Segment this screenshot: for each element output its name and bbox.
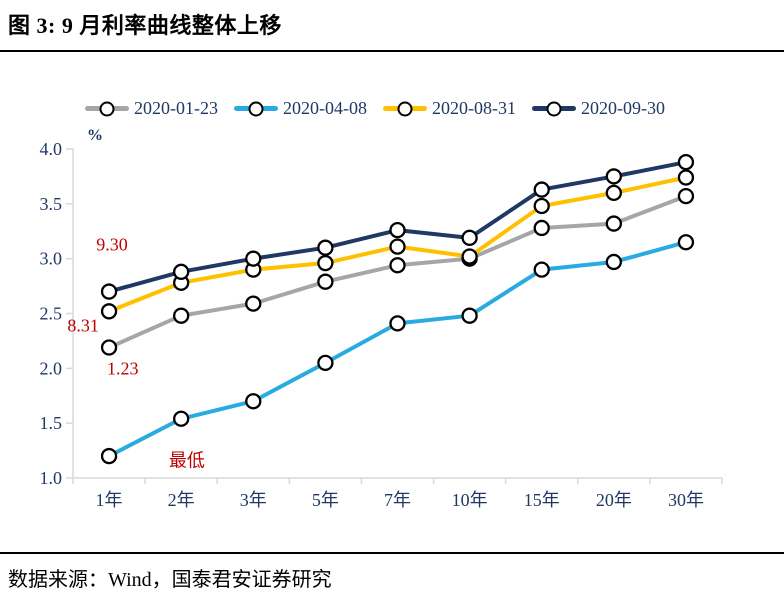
- circle-marker-icon: [546, 101, 562, 116]
- data-point-2020-04-08-2年: [173, 410, 190, 427]
- y-tick-label: 4.0: [40, 139, 63, 159]
- x-tick-label: 15年: [524, 490, 560, 510]
- annotation-label: 1.23: [107, 358, 139, 378]
- x-tick-label: 1年: [96, 490, 123, 510]
- data-point-2020-04-08-30年: [677, 234, 695, 251]
- data-point-2020-08-31-7年: [389, 238, 406, 255]
- annotation-label: 8.31: [67, 316, 99, 336]
- data-point-2020-04-08-1年: [100, 447, 118, 465]
- circle-marker-icon: [397, 101, 413, 116]
- data-point-2020-08-31-10年: [461, 248, 478, 265]
- legend-line-marker-icon: [383, 101, 427, 116]
- legend-label: 2020-04-08: [283, 98, 367, 118]
- annotation-label: 最低: [169, 450, 205, 470]
- y-axis-unit-label: %: [87, 127, 103, 144]
- legend-line-marker-icon: [85, 101, 129, 116]
- data-point-2020-01-23-3年: [245, 295, 262, 312]
- data-point-2020-08-31-20年: [605, 184, 622, 202]
- data-point-2020-08-31-15年: [533, 197, 550, 215]
- data-point-2020-09-30-15年: [533, 181, 550, 198]
- data-point-2020-08-31-5年: [317, 254, 334, 272]
- legend-item-2020-08-31: 2020-08-31: [383, 98, 516, 119]
- data-point-2020-01-23-15年: [533, 219, 550, 237]
- data-point-2020-04-08-7年: [389, 315, 406, 332]
- data-point-2020-04-08-10年: [461, 307, 478, 324]
- x-tick-label: 30年: [668, 490, 704, 510]
- data-point-2020-04-08-15年: [533, 261, 550, 278]
- data-point-2020-08-31-30年: [677, 169, 695, 186]
- x-tick-label: 7年: [384, 490, 411, 510]
- data-point-2020-01-23-5年: [317, 273, 334, 290]
- y-tick-label: 2.5: [40, 304, 63, 324]
- data-point-2020-01-23-1年: [100, 339, 118, 356]
- data-point-2020-09-30-3年: [245, 250, 262, 267]
- x-tick-label: 2年: [168, 490, 195, 510]
- legend-line-marker-icon: [532, 101, 576, 116]
- data-point-2020-09-30-30年: [677, 154, 695, 171]
- x-tick-label: 20年: [596, 490, 632, 510]
- data-point-2020-09-30-1年: [100, 283, 118, 300]
- data-point-2020-04-08-3年: [245, 393, 262, 410]
- data-point-2020-01-23-7年: [389, 257, 406, 274]
- legend-label: 2020-08-31: [432, 98, 516, 118]
- figure-title: 图 3: 9 月利率曲线整体上移: [8, 13, 282, 38]
- circle-marker-icon: [99, 101, 115, 116]
- x-tick-label: 5年: [312, 490, 339, 510]
- data-source: 数据来源：Wind，国泰君安证券研究: [8, 569, 332, 591]
- series-line-2020-04-08: [107, 240, 688, 459]
- y-tick-label: 1.5: [40, 413, 63, 433]
- data-point-2020-09-30-5年: [317, 239, 334, 256]
- y-tick-label: 3.5: [40, 194, 63, 214]
- chart-legend: 2020-01-23 2020-04-08 2020-08-31 2020-09…: [85, 98, 665, 119]
- data-point-2020-09-30-7年: [389, 222, 406, 239]
- data-point-2020-01-23-2年: [173, 307, 190, 324]
- circle-marker-icon: [248, 101, 264, 116]
- title-divider: [0, 50, 784, 52]
- footer-divider: [0, 552, 784, 554]
- y-tick-label: 1.0: [40, 468, 63, 488]
- annotation-label: 9.30: [96, 234, 128, 254]
- legend-item-2020-01-23: 2020-01-23: [85, 98, 218, 119]
- y-tick-label: 3.0: [40, 249, 63, 269]
- legend-label: 2020-09-30: [581, 98, 665, 118]
- data-point-2020-09-30-2年: [173, 263, 190, 280]
- data-point-2020-04-08-5年: [317, 354, 334, 372]
- legend-item-2020-09-30: 2020-09-30: [532, 98, 665, 119]
- data-point-2020-04-08-20年: [605, 253, 622, 271]
- y-tick-label: 2.0: [40, 358, 63, 378]
- legend-line-marker-icon: [234, 101, 278, 116]
- data-point-2020-08-31-1年: [100, 303, 118, 320]
- x-tick-label: 10年: [452, 490, 488, 510]
- data-point-2020-01-23-20年: [605, 215, 622, 232]
- data-point-2020-01-23-30年: [677, 188, 695, 205]
- x-tick-label: 3年: [240, 490, 267, 510]
- legend-item-2020-04-08: 2020-04-08: [234, 98, 367, 119]
- legend-label: 2020-01-23: [134, 98, 218, 118]
- data-point-2020-09-30-10年: [461, 229, 478, 246]
- data-point-2020-09-30-20年: [605, 168, 622, 185]
